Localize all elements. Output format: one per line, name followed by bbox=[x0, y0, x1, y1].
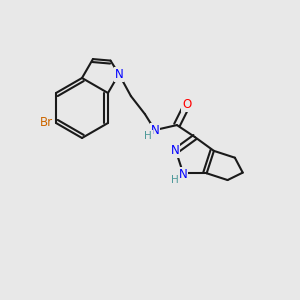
Text: H: H bbox=[144, 131, 152, 141]
Text: O: O bbox=[182, 98, 191, 111]
Text: N: N bbox=[179, 168, 188, 181]
Text: N: N bbox=[151, 124, 159, 136]
Text: H: H bbox=[171, 175, 179, 185]
Text: N: N bbox=[170, 144, 179, 158]
Text: N: N bbox=[115, 68, 123, 81]
Text: Br: Br bbox=[40, 116, 52, 130]
